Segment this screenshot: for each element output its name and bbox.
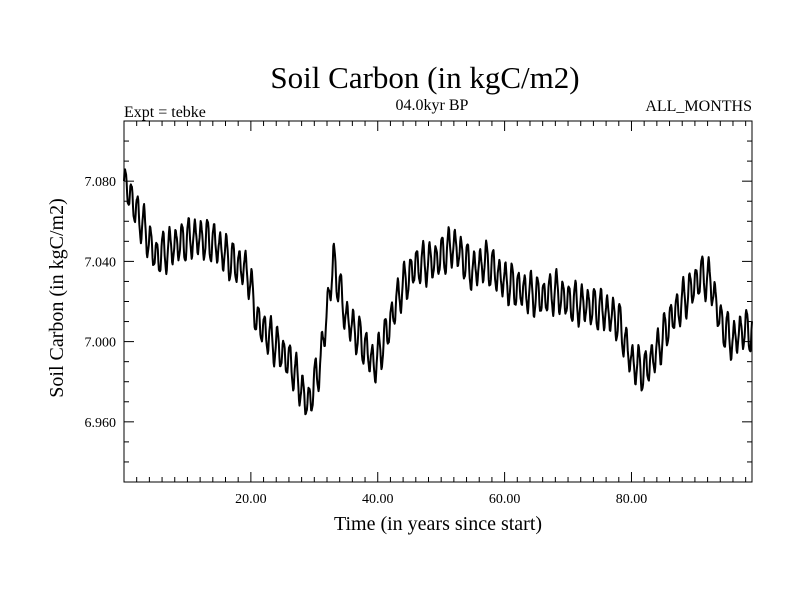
chart-subtitle: 04.0kyr BP — [396, 97, 469, 114]
x-axis-label: Time (in years since start) — [334, 513, 542, 535]
y-tick-label: 6.960 — [85, 416, 117, 431]
x-tick-label: 60.00 — [489, 492, 521, 507]
y-axis-ticks — [124, 120, 752, 483]
chart-title: Soil Carbon (in kgC/m2) — [270, 60, 579, 95]
series-line-soil-carbon — [123, 168, 753, 416]
y-tick-label: 7.040 — [85, 255, 117, 270]
x-tick-label: 40.00 — [362, 492, 394, 507]
x-tick-label: 20.00 — [235, 492, 267, 507]
x-tick-label: 80.00 — [616, 492, 648, 507]
experiment-label: Expt = tebke — [124, 104, 206, 121]
y-tick-label: 7.000 — [85, 336, 117, 351]
months-label: ALL_MONTHS — [645, 98, 752, 115]
y-axis-label: Soil Carbon (in kgC/m2) — [46, 198, 68, 397]
y-tick-labels: 6.960 7.000 7.040 7.080 — [85, 175, 117, 431]
y-tick-label: 7.080 — [85, 175, 117, 190]
plot-frame — [123, 120, 753, 483]
x-axis-ticks — [136, 121, 747, 482]
x-tick-labels: 20.00 40.00 60.00 80.00 — [235, 492, 647, 507]
